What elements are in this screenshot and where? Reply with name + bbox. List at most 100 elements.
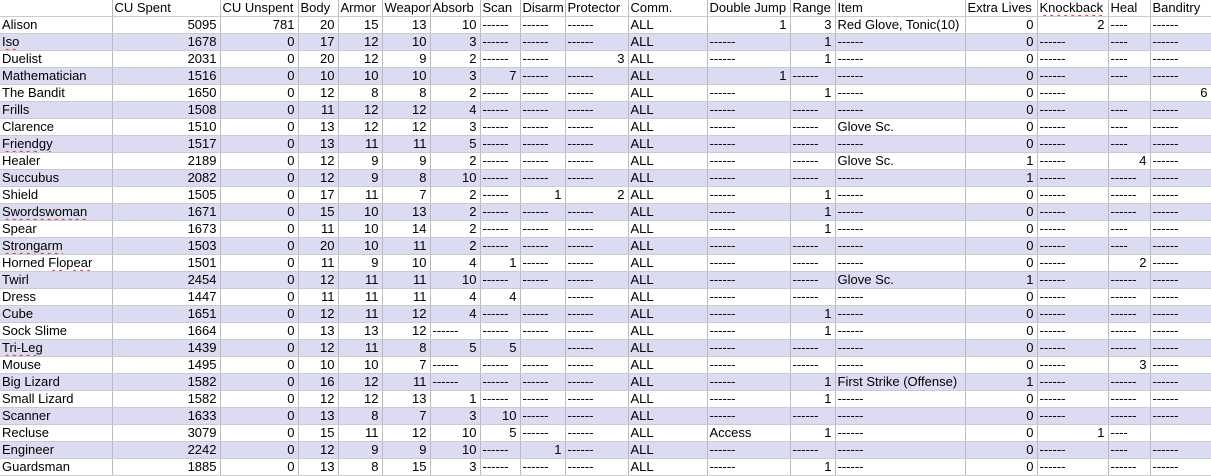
cell[interactable]: Glove Sc. [835,152,966,170]
cell[interactable]: 3 [430,67,481,85]
cell[interactable]: ------ [480,322,521,340]
cell[interactable]: 12 [382,101,431,119]
cell[interactable]: 0 [220,441,299,459]
cell[interactable]: ------ [707,50,791,68]
cell[interactable]: ------ [565,237,629,255]
cell[interactable]: 0 [220,424,299,442]
cell[interactable]: 1 [520,441,566,459]
cell[interactable]: ------ [707,390,791,408]
cell[interactable]: 6 [1150,84,1211,102]
cell[interactable]: ------ [1150,118,1211,136]
cell[interactable]: ------ [430,322,481,340]
cell[interactable]: ------ [790,356,836,374]
cell[interactable]: 4 [430,101,481,119]
cell[interactable]: 10 [430,424,481,442]
cell[interactable]: 2 [1108,254,1151,272]
cell[interactable]: 0 [965,390,1038,408]
cell[interactable]: ------ [835,458,966,476]
cell[interactable]: ALL [628,33,708,51]
cell[interactable]: 4 [1108,152,1151,170]
cell[interactable]: ------ [790,288,836,306]
cell[interactable]: ------ [1037,220,1109,238]
cell[interactable]: Glove Sc. [835,118,966,136]
cell[interactable]: ------ [707,101,791,119]
cell[interactable]: ------ [1037,305,1109,323]
cell[interactable]: 2 [430,237,481,255]
cell[interactable]: ------ [565,135,629,153]
row-name-cell[interactable]: Strongarm [0,237,113,255]
cell[interactable]: 0 [220,339,299,357]
cell[interactable]: ------ [520,135,566,153]
cell[interactable]: ------ [1037,288,1109,306]
cell[interactable]: ------ [1037,458,1109,476]
cell[interactable]: 2 [1037,16,1109,34]
cell[interactable]: ------ [480,271,521,289]
row-name-cell[interactable]: Engineer [0,441,113,459]
cell[interactable]: ---- [1108,424,1151,442]
cell[interactable]: ------ [520,458,566,476]
cell[interactable]: ALL [628,67,708,85]
cell[interactable]: ------ [707,271,791,289]
cell[interactable]: 1517 [112,135,221,153]
cell[interactable]: ------ [520,203,566,221]
cell[interactable]: ------ [707,186,791,204]
cell[interactable]: 15 [382,458,431,476]
cell[interactable]: 0 [965,254,1038,272]
cell[interactable]: ------ [565,373,629,391]
cell[interactable]: ------ [480,305,521,323]
cell[interactable]: ------ [480,50,521,68]
cell[interactable]: ------ [1108,186,1151,204]
cell[interactable]: 1 [965,152,1038,170]
row-name-cell[interactable]: Mathematician [0,67,113,85]
cell[interactable]: 0 [220,271,299,289]
cell[interactable]: ------ [1150,407,1211,425]
cell[interactable]: ------ [480,356,521,374]
cell[interactable]: ------ [1108,458,1151,476]
cell[interactable]: 14 [382,220,431,238]
cell[interactable]: 3 [430,118,481,136]
row-name-cell[interactable]: Cube [0,305,113,323]
cell[interactable]: 2 [430,84,481,102]
cell[interactable]: 12 [298,441,339,459]
cell[interactable]: 0 [965,135,1038,153]
cell[interactable]: ------ [1150,390,1211,408]
cell[interactable]: 11 [338,424,383,442]
cell[interactable]: ------ [835,169,966,187]
cell[interactable]: ------ [835,67,966,85]
cell[interactable]: ------ [790,271,836,289]
cell[interactable]: ------ [790,237,836,255]
cell[interactable]: 0 [965,424,1038,442]
cell[interactable]: 10 [382,254,431,272]
cell[interactable]: 0 [965,84,1038,102]
cell[interactable]: ------ [1150,373,1211,391]
cell[interactable]: 12 [382,322,431,340]
cell[interactable]: 7 [480,67,521,85]
cell[interactable]: 10 [338,203,383,221]
cell[interactable]: ------ [707,237,791,255]
cell[interactable]: ------ [707,152,791,170]
cell[interactable]: 0 [965,322,1038,340]
row-name-cell[interactable]: Small Lizard [0,390,113,408]
cell[interactable]: ------ [835,33,966,51]
cell[interactable]: ------ [1150,203,1211,221]
cell[interactable]: 1 [790,203,836,221]
cell[interactable]: ------ [790,101,836,119]
cell[interactable]: ------ [1037,271,1109,289]
cell[interactable]: 1 [790,50,836,68]
cell[interactable]: ------ [835,84,966,102]
cell[interactable]: 13 [338,322,383,340]
cell[interactable]: First Strike (Offense) [835,373,966,391]
cell[interactable]: ------ [835,101,966,119]
row-name-cell[interactable]: Healer [0,152,113,170]
row-name-cell[interactable]: Swordswoman [0,203,113,221]
cell[interactable]: ------ [430,356,481,374]
cell[interactable]: 7 [382,356,431,374]
cell[interactable]: 0 [965,458,1038,476]
cell[interactable]: ------ [1037,390,1109,408]
column-header-absorb[interactable]: Absorb [430,0,481,17]
cell[interactable]: ------ [1108,169,1151,187]
cell[interactable]: 5 [480,424,521,442]
cell[interactable]: ------ [835,305,966,323]
cell[interactable]: 13 [382,203,431,221]
cell[interactable]: ------ [1037,186,1109,204]
